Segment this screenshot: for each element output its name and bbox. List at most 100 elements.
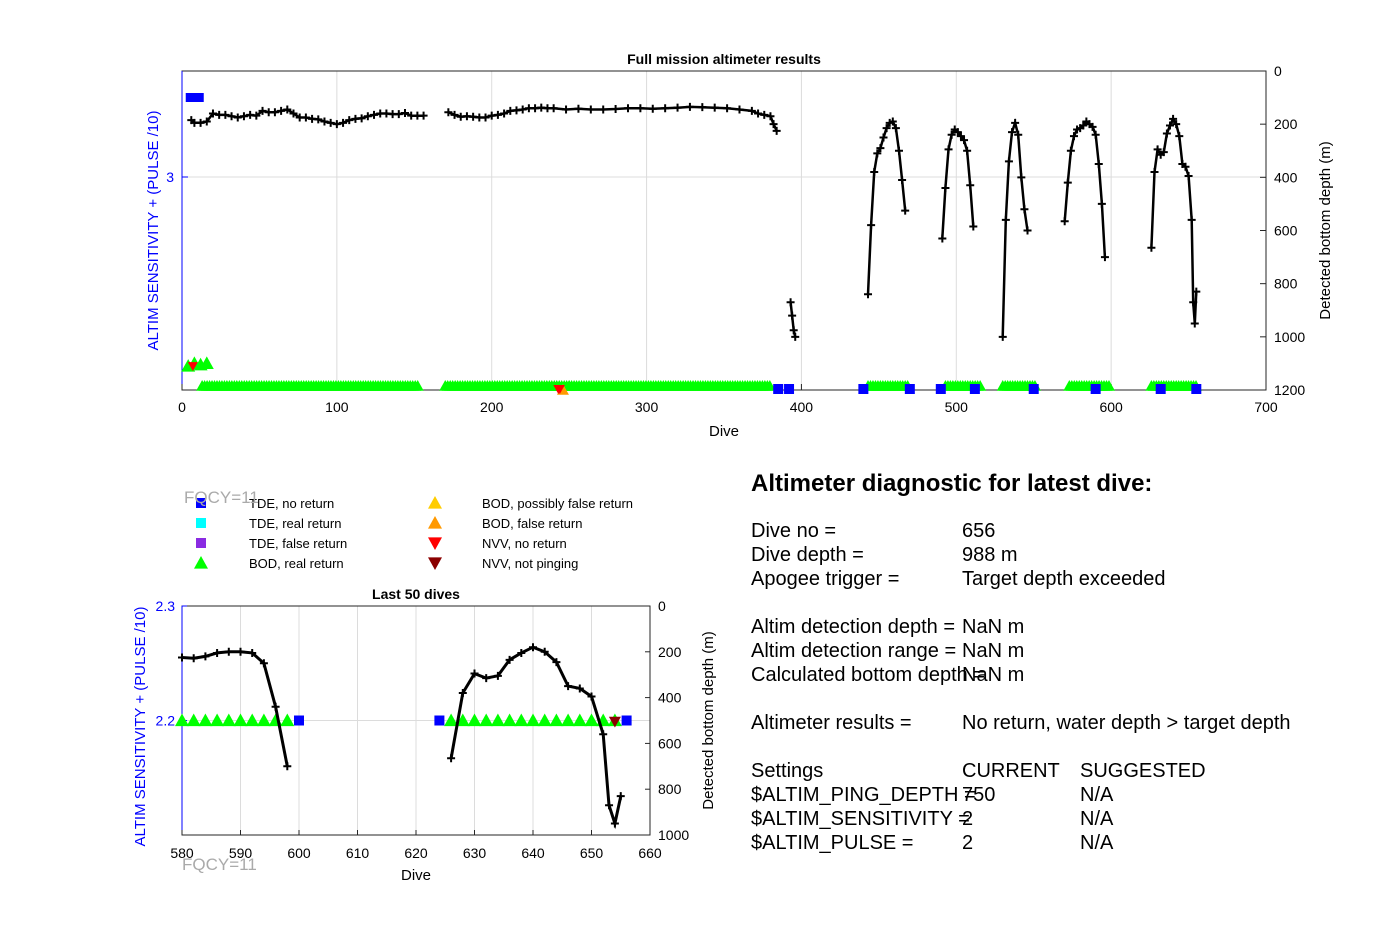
tde-no-return-marker bbox=[294, 715, 304, 726]
depth-point bbox=[283, 105, 292, 114]
depth-point bbox=[998, 332, 1007, 341]
depth-point bbox=[1187, 215, 1196, 224]
sensitivity-current: 2 bbox=[962, 808, 974, 830]
y-right-tick-label: 200 bbox=[1274, 116, 1298, 132]
legend-marker bbox=[196, 498, 206, 508]
depth-point bbox=[1175, 132, 1184, 141]
last-50-dives-chart: 580 590 600 610 620 630 640 650 660 0 200 400 600 800… bbox=[132, 586, 717, 884]
pulse-suggested: N/A bbox=[1080, 832, 1114, 854]
depth-point bbox=[189, 654, 198, 663]
depth-point bbox=[517, 648, 526, 657]
depth-point bbox=[1094, 160, 1103, 169]
depth-point bbox=[540, 647, 549, 656]
depth-point bbox=[518, 105, 527, 114]
detection-depth-label: Altim detection depth = bbox=[751, 616, 956, 638]
apogee-value: Target depth exceeded bbox=[962, 568, 1166, 590]
depth-point bbox=[363, 112, 372, 121]
depth-point bbox=[760, 110, 769, 119]
depth-point bbox=[723, 104, 732, 113]
depth-point bbox=[1011, 118, 1020, 127]
depth-point bbox=[529, 643, 537, 652]
depth-point bbox=[673, 103, 682, 112]
nvv-marker bbox=[608, 716, 621, 728]
depth-point bbox=[575, 684, 584, 693]
legend-label: TDE, false return bbox=[249, 536, 347, 551]
detection-depth-value: NaN m bbox=[962, 616, 1025, 638]
tde-no-return-marker bbox=[784, 384, 795, 394]
legend-label: NVV, no return bbox=[482, 536, 567, 551]
depth-point bbox=[611, 105, 620, 114]
depth-point bbox=[623, 104, 632, 113]
x-tick-label: 600 bbox=[1099, 399, 1123, 415]
depth-point bbox=[870, 168, 879, 177]
pulse-current: 2 bbox=[962, 832, 974, 854]
legend-marker bbox=[194, 556, 208, 569]
depth-point bbox=[1097, 199, 1106, 208]
x-tick-label: 400 bbox=[790, 399, 814, 415]
depth-point bbox=[747, 106, 756, 115]
detection-range-label: Altim detection range = bbox=[751, 640, 957, 662]
depth-point bbox=[1147, 243, 1156, 252]
y-right-tick-label: 400 bbox=[658, 690, 682, 706]
depth-point bbox=[332, 120, 341, 129]
depth-point bbox=[236, 647, 245, 656]
depth-point bbox=[447, 754, 456, 763]
dive-no-label: Dive no = bbox=[751, 520, 837, 542]
depth-line bbox=[941, 127, 975, 239]
calc-bottom-value: NaN m bbox=[962, 664, 1025, 686]
tde-no-return-marker bbox=[1090, 384, 1101, 394]
depth-point bbox=[766, 112, 775, 121]
depth-point bbox=[1192, 287, 1201, 296]
depth-point bbox=[963, 146, 972, 155]
depth-point bbox=[735, 105, 744, 114]
y-right-tick-label: 800 bbox=[658, 781, 682, 797]
depth-point bbox=[605, 801, 614, 810]
fqcy-label-bottom: FQCY=11 bbox=[182, 855, 257, 874]
bod-real-marker bbox=[514, 713, 529, 727]
bod-real-marker bbox=[186, 713, 201, 727]
x-tick-label: 610 bbox=[346, 845, 370, 861]
depth-point bbox=[636, 104, 645, 113]
depth-point bbox=[586, 105, 595, 114]
y-right-tick-label: 1000 bbox=[658, 827, 689, 843]
legend-marker bbox=[428, 516, 442, 529]
y-right-tick-label: 600 bbox=[1274, 223, 1298, 239]
depth-point bbox=[271, 702, 280, 711]
tde-no-return-marker bbox=[621, 715, 632, 726]
depth-point bbox=[339, 118, 348, 127]
bod-real-marker bbox=[233, 713, 248, 727]
ping-depth-suggested: N/A bbox=[1080, 784, 1114, 806]
chart-title: Last 50 dives bbox=[372, 586, 460, 602]
depth-point bbox=[616, 792, 625, 801]
y-right-axis-label: Detected bottom depth (m) bbox=[700, 631, 717, 809]
depth-point bbox=[1190, 319, 1199, 328]
tde-no-return-marker bbox=[904, 384, 915, 394]
depth-point bbox=[1060, 217, 1069, 226]
depth-point bbox=[283, 762, 292, 771]
bod-real-marker bbox=[198, 713, 213, 727]
calc-bottom-label: Calculated bottom depth = bbox=[751, 664, 986, 686]
legend: TDE, no return TDE, real return TDE, false… bbox=[194, 496, 633, 571]
depth-point bbox=[233, 113, 242, 122]
bod-real-marker bbox=[479, 713, 494, 727]
bod-real-marker bbox=[1102, 380, 1115, 391]
depth-point bbox=[1004, 157, 1013, 166]
depth-point bbox=[1150, 168, 1159, 177]
depth-point bbox=[450, 110, 459, 119]
suggested-header: SUGGESTED bbox=[1080, 760, 1206, 782]
depth-point bbox=[227, 112, 236, 121]
apogee-label: Apogee trigger = bbox=[751, 568, 900, 590]
bod-real-marker bbox=[444, 713, 459, 727]
tde-no-return-marker bbox=[969, 384, 980, 394]
depth-point bbox=[500, 109, 509, 118]
depth-point bbox=[1069, 132, 1078, 141]
legend-label: NVV, not pinging bbox=[482, 556, 578, 571]
depth-point bbox=[698, 103, 707, 112]
x-tick-label: 630 bbox=[463, 845, 487, 861]
chart-title: Full mission altimeter results bbox=[627, 51, 821, 67]
y-left-tick-label: 2.2 bbox=[156, 713, 176, 729]
depth-point bbox=[685, 102, 694, 111]
depth-point bbox=[202, 117, 211, 126]
depth-point bbox=[320, 117, 329, 126]
nvv-no-return-marker bbox=[187, 362, 198, 372]
